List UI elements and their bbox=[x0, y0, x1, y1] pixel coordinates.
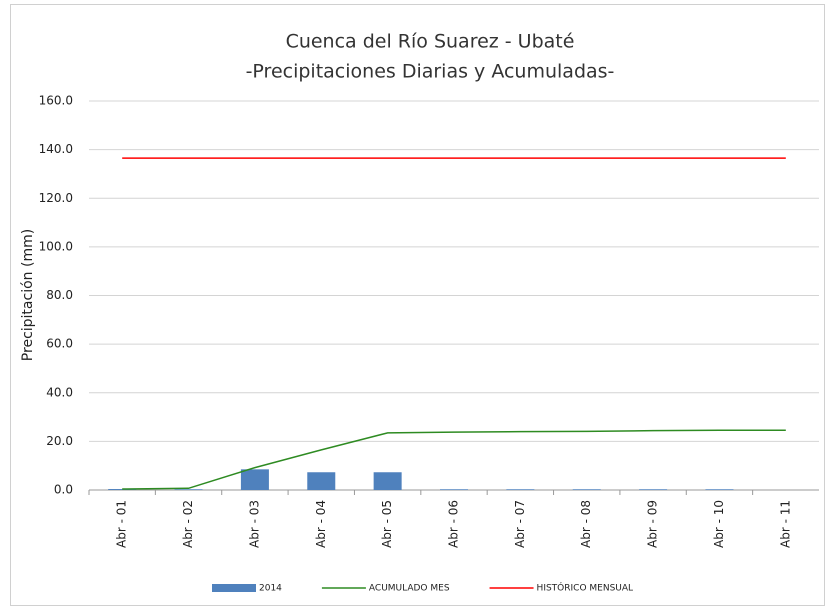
y-tick-label: 120.0 bbox=[39, 191, 73, 205]
y-tick-label: 80.0 bbox=[46, 288, 73, 302]
x-tick-label: Abr - 04 bbox=[314, 500, 328, 548]
x-tick-label: Abr - 05 bbox=[380, 500, 394, 548]
bar bbox=[639, 489, 668, 490]
bar bbox=[240, 469, 269, 490]
chart-border bbox=[10, 4, 825, 606]
chart-title: Cuenca del Río Suarez - Ubaté bbox=[286, 31, 575, 53]
bar bbox=[373, 472, 402, 490]
legend-swatch bbox=[212, 584, 256, 592]
y-tick-label: 40.0 bbox=[46, 385, 73, 399]
legend-label: HISTÓRICO MENSUAL bbox=[537, 582, 634, 594]
bar bbox=[108, 489, 137, 490]
x-tick-label: Abr - 02 bbox=[181, 500, 195, 548]
bar bbox=[440, 489, 468, 490]
legend-label: ACUMULADO MES bbox=[369, 584, 450, 594]
chart-subtitle: -Precipitaciones Diarias y Acumuladas- bbox=[246, 61, 615, 83]
bar bbox=[705, 489, 734, 490]
bar bbox=[174, 489, 203, 490]
y-tick-label: 100.0 bbox=[39, 239, 73, 253]
y-tick-label: 140.0 bbox=[39, 142, 73, 156]
x-tick-label: Abr - 11 bbox=[778, 500, 792, 548]
legend-label: 2014 bbox=[259, 584, 282, 594]
bar bbox=[307, 472, 336, 490]
x-tick-label: Abr - 09 bbox=[646, 500, 660, 548]
bar bbox=[572, 489, 601, 490]
y-tick-label: 160.0 bbox=[39, 94, 73, 108]
bar bbox=[506, 489, 535, 490]
x-tick-label: Abr - 07 bbox=[513, 500, 527, 548]
y-tick-label: 20.0 bbox=[46, 434, 73, 448]
x-tick-label: Abr - 08 bbox=[579, 500, 593, 548]
x-tick-label: Abr - 01 bbox=[115, 500, 129, 548]
y-axis-label: Precipitación (mm) bbox=[20, 229, 36, 361]
y-tick-label: 0.0 bbox=[54, 483, 73, 497]
y-tick-label: 60.0 bbox=[46, 337, 73, 351]
line bbox=[122, 429, 786, 490]
x-tick-label: Abr - 03 bbox=[247, 500, 261, 548]
x-tick-label: Abr - 10 bbox=[712, 500, 726, 548]
x-tick-label: Abr - 06 bbox=[447, 500, 461, 548]
